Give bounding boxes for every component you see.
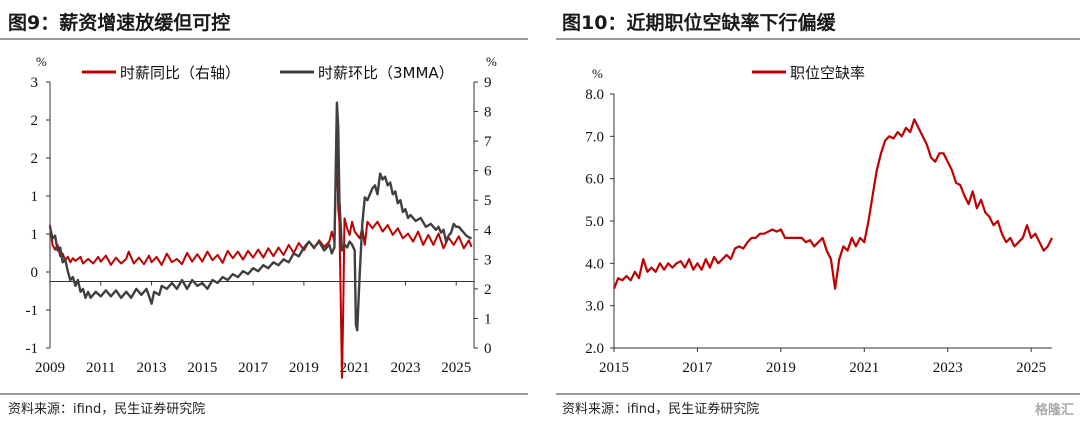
right-unit-label: % [486, 54, 497, 69]
series-line-wage-mom-3mma [48, 101, 473, 332]
right-y-tick-label: 3 [484, 252, 492, 268]
left-source-note: 资料来源：ifind，民生证券研究院 [8, 402, 206, 417]
x-tick-label: 2021 [849, 360, 879, 376]
legend-label: 时薪环比（3MMA） [318, 64, 454, 82]
left-chart-title: 图9：薪资增速放缓但可控 [8, 12, 231, 34]
right-title-rule [556, 38, 1080, 40]
y-tick-label: 2.0 [585, 341, 604, 357]
y-tick-label: 6.0 [585, 172, 604, 188]
y-tick-label: 3.0 [585, 299, 604, 315]
legend-label: 职位空缺率 [790, 64, 865, 82]
left-footer-rule [0, 393, 528, 395]
x-tick-label: 2019 [766, 360, 796, 376]
x-tick-label: 2019 [289, 360, 319, 376]
y-tick-label: 7.0 [585, 129, 604, 145]
right-y-tick-label: 2 [484, 282, 492, 298]
left-title-rule [0, 38, 528, 40]
right-y-tick-label: 5 [484, 193, 492, 209]
watermark-logo: 格隆汇 [1034, 403, 1074, 418]
left-y-tick-label: 2 [31, 113, 39, 129]
right-y-tick-label: 7 [484, 134, 492, 150]
y-tick-label: 8.0 [585, 87, 604, 103]
x-tick-label: 2015 [599, 360, 629, 376]
right-y-tick-label: 0 [484, 341, 492, 357]
x-tick-label: 2023 [390, 360, 420, 376]
left-chart-panel: 图9：薪资增速放缓但可控 %% 3 2 2 1 1 0 -1 -1 9 8 7 6 5 4 3 2 1 0 2009 2… [0, 0, 528, 424]
right-y-tick-label: 1 [484, 311, 492, 327]
x-tick-label: 2023 [933, 360, 963, 376]
y-tick-label: 5.0 [585, 214, 604, 230]
x-tick-label: 2025 [1016, 360, 1046, 376]
right-y-tick-label: 6 [484, 164, 492, 180]
x-tick-label: 2017 [238, 360, 269, 376]
left-y-tick-label: 0 [31, 265, 39, 281]
x-tick-label: 2025 [441, 360, 471, 376]
right-footer-rule [556, 393, 1080, 395]
left-y-tick-label: 2 [31, 151, 39, 167]
right-chart-canvas: % 8.0 7.0 6.0 5.0 4.0 3.0 2.0 2015 2017 2019 2021 20… [585, 64, 1053, 376]
y-tick-label: 4.0 [585, 256, 604, 272]
left-y-tick-label: 1 [31, 227, 39, 243]
right-source-note: 资料来源：ifind，民生证券研究院 [562, 402, 760, 417]
right-chart-panel: 图10：近期职位空缺率下行偏缓 % 8.0 7.0 6.0 5.0 4.0 3.0 2.0 20… [556, 0, 1080, 424]
right-y-tick-label: 8 [484, 105, 492, 121]
left-y-tick-label: 3 [31, 75, 39, 91]
right-y-tick-label: 4 [484, 223, 492, 239]
unit-label: % [592, 66, 603, 81]
left-y-tick-label: 1 [31, 189, 39, 205]
left-y-tick-label: -1 [26, 303, 39, 319]
x-tick-label: 2017 [682, 360, 713, 376]
series-line-job-openings-rate [612, 118, 1053, 290]
right-y-tick-label: 9 [484, 75, 492, 91]
series-line-wage-yoy [49, 134, 473, 379]
left-unit-label: % [36, 54, 47, 69]
x-tick-label: 2013 [137, 360, 167, 376]
left-y-tick-label: -1 [26, 341, 39, 357]
x-tick-label: 2009 [35, 360, 65, 376]
left-chart-canvas: % % 3 2 2 1 1 0 -1 -1 9 8 7 6 5 4 3 2 1 0 2009 2011 2013 2015 20… [26, 54, 497, 379]
right-chart-title: 图10：近期职位空缺率下行偏缓 [562, 12, 836, 34]
x-tick-label: 2011 [86, 360, 115, 376]
legend-label: 时薪同比（右轴） [120, 64, 240, 82]
x-tick-label: 2021 [340, 360, 370, 376]
x-tick-label: 2015 [187, 360, 217, 376]
